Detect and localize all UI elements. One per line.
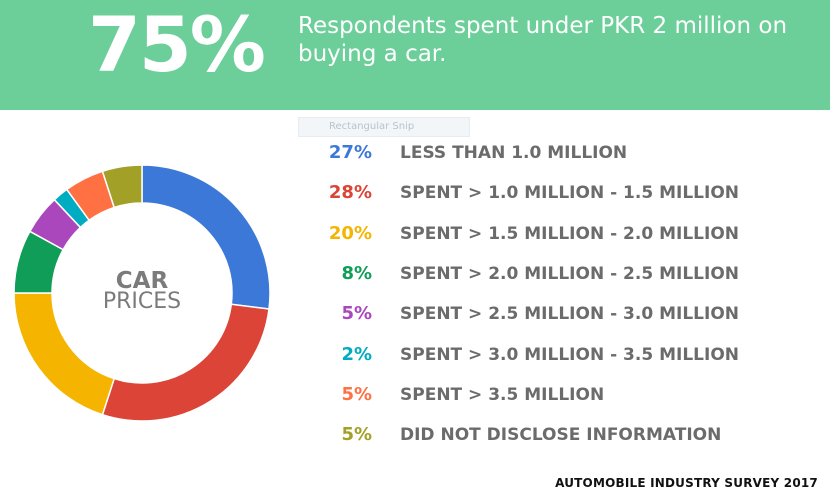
legend-percent: 20%: [328, 222, 372, 244]
legend-label: SPENT > 2.5 MILLION - 3.0 MILLION: [400, 304, 740, 325]
legend-label: SPENT > 3.5 MILLION: [400, 384, 605, 405]
headline-percent: 75%: [88, 0, 266, 89]
donut-chart: CAR PRICES: [13, 164, 271, 422]
donut-center-subtitle: PRICES: [103, 289, 181, 314]
header-banner: 75% Respondents spent under PKR 2 millio…: [0, 0, 830, 110]
legend-percent: 5%: [341, 383, 372, 405]
legend-percent: 28%: [328, 182, 372, 204]
legend-label: SPENT > 2.0 MILLION - 2.5 MILLION: [400, 263, 740, 284]
donut-slice-2: [101, 303, 270, 422]
legend-row: 5% SPENT > 3.5 MILLION: [300, 380, 820, 410]
legend-row: 20% SPENT > 1.5 MILLION - 2.0 MILLION: [300, 219, 820, 249]
legend-label: SPENT > 3.0 MILLION - 3.5 MILLION: [400, 344, 740, 365]
legend-row: 2% SPENT > 3.0 MILLION - 3.5 MILLION: [300, 340, 820, 370]
legend-label: SPENT > 1.0 MILLION - 1.5 MILLION: [400, 183, 740, 204]
donut-center-title: CAR: [116, 268, 169, 294]
donut-slice-3: [13, 292, 116, 416]
legend-percent: 27%: [328, 142, 372, 163]
headline-text: Respondents spent under PKR 2 million on…: [298, 13, 788, 67]
legend-row: 27% LESS THAN 1.0 MILLION: [300, 138, 820, 168]
legend-row: 5% SPENT > 2.5 MILLION - 3.0 MILLION: [300, 299, 820, 329]
legend-row: 28% SPENT > 1.0 MILLION - 1.5 MILLION: [300, 178, 820, 208]
legend-percent: 5%: [341, 303, 372, 325]
donut-slice-8: [101, 164, 143, 209]
donut-slices: [13, 164, 271, 422]
legend-row: 5% DID NOT DISCLOSE INFORMATION: [300, 420, 820, 450]
rectangular-snip-overlay: Rectangular Snip: [298, 117, 470, 137]
source-footer: AUTOMOBILE INDUSTRY SURVEY 2017: [555, 476, 818, 490]
legend-percent: 8%: [341, 262, 372, 284]
legend-percent: 2%: [341, 343, 372, 365]
legend-label: DID NOT DISCLOSE INFORMATION: [400, 425, 722, 446]
legend-percent: 5%: [341, 424, 372, 446]
legend-label: SPENT > 1.5 MILLION - 2.0 MILLION: [400, 223, 740, 244]
legend-label: LESS THAN 1.0 MILLION: [400, 143, 628, 163]
legend-row: 8% SPENT > 2.0 MILLION - 2.5 MILLION: [300, 259, 820, 289]
